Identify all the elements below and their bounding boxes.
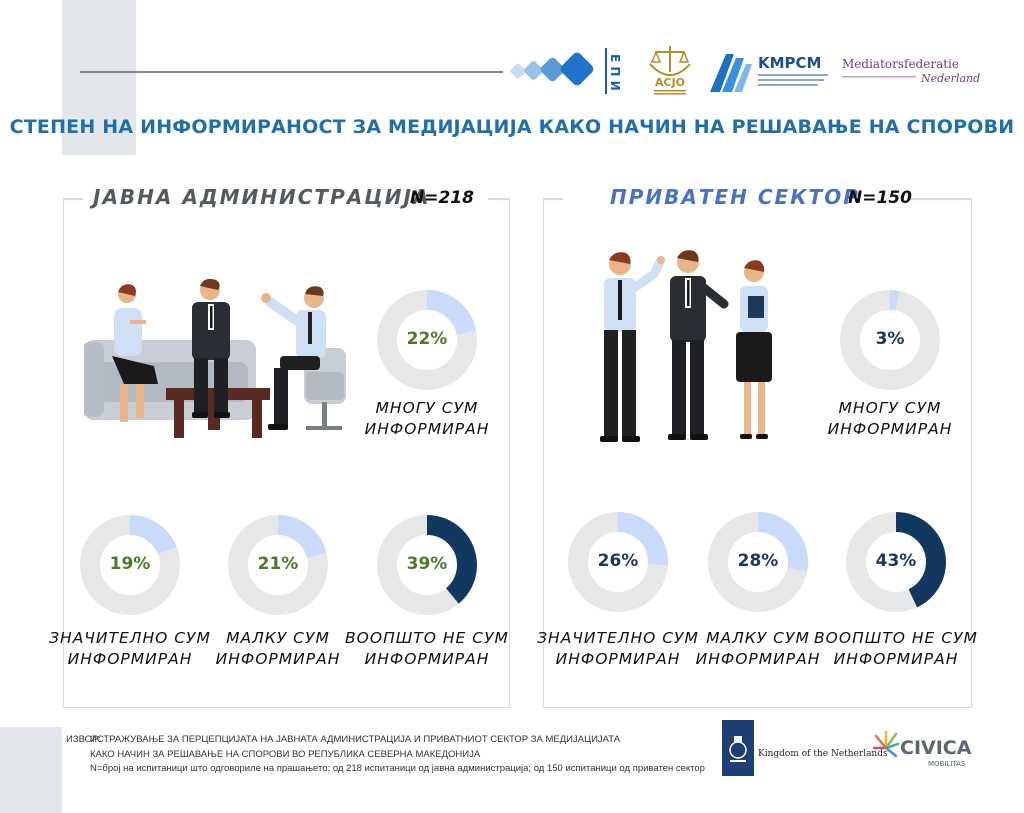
header-rule	[80, 71, 503, 73]
donut-category-label: ВООПШТО НЕ СУМ ИНФОРМИРАН	[342, 628, 512, 670]
donut-value-label: 21%	[257, 554, 299, 574]
source-line-1: ИСТРАЖУВАЊЕ ЗА ПЕРЦЕПЦИЈАТА НА ЈАВНАТА А…	[90, 734, 621, 745]
donut-chart	[708, 512, 808, 612]
donut-segment	[228, 515, 328, 615]
civica-logo-text: CIVICA	[900, 737, 972, 759]
donut-category-label-line2: ИНФОРМИРАН	[695, 650, 821, 668]
netherlands-logo-text: Kingdom of the Netherlands	[758, 749, 888, 759]
donut-category-label-line1: МНОГУ СУМ	[838, 399, 942, 417]
donut-category-label-line2: ИНФОРМИРАН	[833, 650, 959, 668]
donut-value-label: 39%	[406, 554, 448, 574]
donut-segment	[568, 512, 668, 612]
donut-category-label: МАЛКУ СУМ ИНФОРМИРАН	[193, 628, 363, 670]
panel-n-public-administration: N=218	[410, 188, 474, 208]
panel-right-topline-a	[543, 198, 563, 200]
epi-logo-text: Е П И	[608, 54, 622, 91]
partner-logos: Е П И ACJO KMPCM Mediatorsfederatie Nede…	[508, 40, 980, 100]
donut-segment	[377, 290, 477, 390]
donut-value-label: 19%	[109, 554, 151, 574]
donut-category-label-line2: ИНФОРМИРАН	[827, 420, 953, 438]
mediatorsfederatie-logo: Mediatorsfederatie Nederland	[842, 57, 980, 85]
epi-logo: Е П И	[510, 48, 622, 94]
donut-category-label-line1: ЗНАЧИТЕЛНО СУМ	[537, 629, 699, 647]
donut-segment	[377, 515, 477, 615]
donut-segment	[708, 512, 808, 612]
panel-public-administration	[63, 198, 510, 708]
mediators-logo-line2: Nederland	[920, 72, 980, 85]
donut-chart	[846, 512, 946, 612]
source-lead: ИЗВОР:	[66, 734, 101, 745]
panel-title-private-sector: ПРИВАТЕН СЕКТОР	[600, 185, 870, 209]
acjo-logo-text: ACJO	[655, 76, 685, 89]
kmrsm-logo-text: KMPCM	[758, 54, 821, 72]
donut-chart	[568, 512, 668, 612]
donut-value-label: 3%	[875, 329, 905, 349]
donut-category-label-line1: ВООПШТО НЕ СУМ	[345, 629, 509, 647]
donut-category-label-line1: ЗНАЧИТЕЛНО СУМ	[49, 629, 211, 647]
panel-n-private-sector: N=150	[848, 188, 912, 208]
donut-chart	[840, 290, 940, 390]
meeting-illustration	[84, 278, 346, 438]
donut-category-label-line1: МНОГУ СУМ	[375, 399, 479, 417]
donut-chart	[228, 515, 328, 615]
donut-value-label: 26%	[597, 551, 639, 571]
donut-category-label: ВООПШТО НЕ СУМ ИНФОРМИРАН	[811, 628, 981, 670]
donut-category-label-line2: ИНФОРМИРАН	[555, 650, 681, 668]
donut-segment	[840, 290, 940, 390]
donut-category-label-line2: ИНФОРМИРАН	[67, 650, 193, 668]
panel-title-public-administration: ЈАВНА АДМИНИСТРАЦИЈА	[83, 185, 441, 209]
kmrsm-logo: KMPCM	[710, 54, 828, 92]
decorative-corner-block	[62, 0, 136, 155]
donut-chart	[377, 515, 477, 615]
donut-category-label-line1: ВООПШТО НЕ СУМ	[814, 629, 978, 647]
acjo-logo: ACJO	[649, 46, 691, 95]
source-line-2: КАКО НАЧИН ЗА РЕШАВАЊЕ НА СПОРОВИ ВО РЕП…	[90, 748, 481, 760]
donut-value-label: 43%	[875, 551, 917, 571]
main-title: СТЕПЕН НА ИНФОРМИРАНОСТ ЗА МЕДИЈАЦИЈА КА…	[9, 116, 1015, 138]
donut-category-label: МНОГУ СУМ ИНФОРМИРАН	[805, 398, 975, 440]
donut-value-label: 28%	[737, 551, 779, 571]
civica-logo-subtext: MOBILITAS	[928, 760, 966, 768]
panel-left-topline-a	[63, 198, 83, 200]
donut-category-label-line2: ИНФОРМИРАН	[364, 650, 490, 668]
donut-category-label: МАЛКУ СУМ ИНФОРМИРАН	[673, 628, 843, 670]
donut-category-label: ЗНАЧИТЕЛНО СУМ ИНФОРМИРАН	[45, 628, 215, 670]
civica-mobilitas-logo: CIVICA MOBILITAS	[872, 730, 972, 768]
donut-segment	[846, 512, 946, 612]
panel-private-sector	[543, 198, 972, 708]
donut-segment	[80, 515, 180, 615]
mediators-logo-line1: Mediatorsfederatie	[842, 57, 959, 71]
donut-category-label: МНОГУ СУМ ИНФОРМИРАН	[342, 398, 512, 440]
business-people-illustration	[600, 250, 772, 442]
donut-value-label: 22%	[406, 329, 448, 349]
panel-left-topline-b	[488, 198, 510, 200]
source-line-3: N=број на испитаници што одговориле на п…	[90, 763, 705, 774]
donut-category-label-line2: ИНФОРМИРАН	[364, 420, 490, 438]
donut-category-label: ЗНАЧИТЕЛНО СУМ ИНФОРМИРАН	[533, 628, 703, 670]
donut-category-label-line2: ИНФОРМИРАН	[215, 650, 341, 668]
decorative-corner-block-bottom	[0, 727, 62, 813]
donut-category-label-line1: МАЛКУ СУМ	[226, 629, 330, 647]
donut-chart	[377, 290, 477, 390]
panel-right-topline-b	[910, 198, 972, 200]
donut-chart	[80, 515, 180, 615]
donut-category-label-line1: МАЛКУ СУМ	[706, 629, 810, 647]
netherlands-coat-of-arms-logo	[722, 720, 754, 776]
